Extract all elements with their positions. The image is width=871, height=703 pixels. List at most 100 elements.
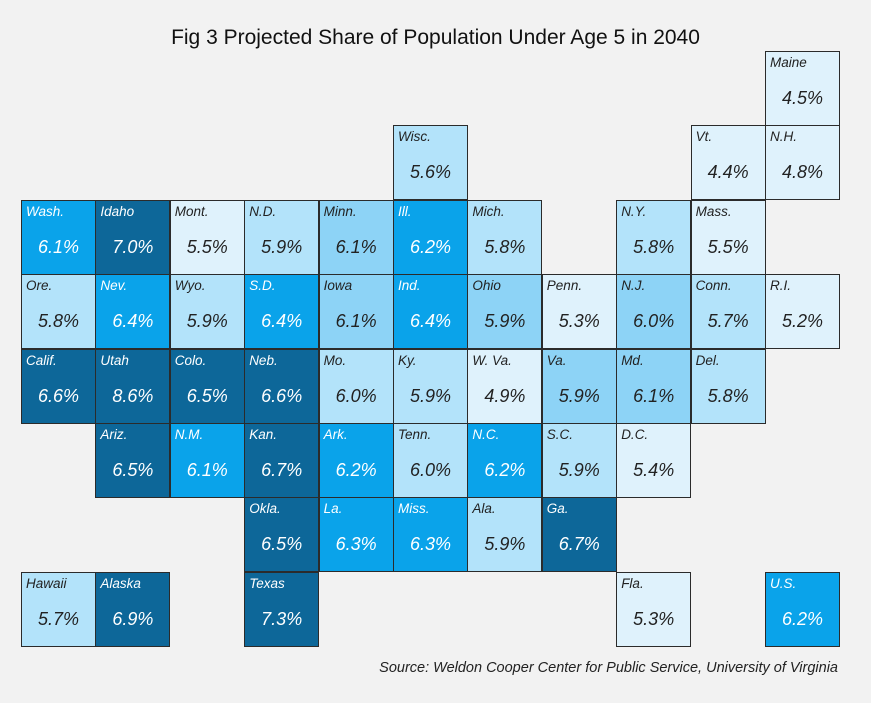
tile-value: 6.0% [335,385,377,406]
tile-value: 6.5% [186,385,228,406]
tile-iowa: Iowa 6.1% [318,274,394,350]
tile-fla: Fla. 5.3% [616,571,692,647]
tile-label: Vt. [695,129,713,145]
tile-label: Ark. [323,427,348,442]
tile-label: S.D. [249,278,276,294]
tile-mich: Mich. 5.8% [467,199,543,275]
tile-value: 6.2% [335,460,377,480]
tile-texas: Texas 7.3% [244,571,320,647]
tile-label: Del. [695,352,720,368]
tile-label: U.S. [770,575,797,591]
tile-label: N.Y. [621,203,647,219]
tile-value: 6.6% [37,385,80,406]
tile-vt: Vt. 4.4% [690,125,766,201]
tile-label: Hawaii [26,575,67,591]
tile-value: 6.0% [409,460,452,480]
tile-la: La. 6.3% [318,497,394,573]
tile-n-h: N.H. 4.8% [765,125,840,201]
tile-value: 5.9% [484,311,526,332]
tile-value: 6.4% [409,311,452,332]
tile-label: Ill. [398,203,412,219]
tile-value: 5.5% [707,236,749,257]
tile-ga: Ga. 6.7% [541,497,617,573]
tile-label: Va. [546,352,567,368]
tile-value: 6.3% [409,534,452,555]
tile-md: Md. 6.1% [616,348,692,424]
tile-ind: Ind. 6.4% [393,274,468,350]
tile-label: Neb. [249,352,278,368]
tile-n-d: N.D. 5.9% [244,199,320,275]
tile-del: Del. 5.8% [690,348,766,424]
tile-alaska: Alaska 6.9% [95,571,171,647]
tile-value: 6.1% [335,311,377,332]
tile-value: 4.4% [707,162,749,183]
tile-maine: Maine 4.5% [765,51,840,126]
tile-value: 5.2% [781,311,824,332]
tile-n-y: N.Y. 5.8% [616,199,692,275]
tile-label: R.I. [770,278,792,294]
tile-value: 5.3% [558,311,600,332]
tile-label: Mich. [472,203,505,219]
tile-label: Wisc. [398,129,431,145]
tile-label: Idaho [100,203,135,219]
tile-value: 6.1% [335,236,377,257]
tile-label: Ga. [546,501,569,517]
tile-ariz: Ariz. 6.5% [95,423,171,498]
tile-label: Utah [100,352,129,368]
tile-penn: Penn. 5.3% [541,274,617,350]
chart-title: Fig 3 Projected Share of Population Unde… [171,26,700,49]
tile-value: 6.5% [261,534,303,555]
tile-value: 6.1% [633,385,675,406]
tile-value: 4.5% [781,88,824,108]
tile-label: N.J. [621,278,646,294]
tile-value: 8.6% [112,385,154,406]
tile-label: Mont. [174,203,209,219]
tile-label: Ala. [472,501,496,517]
tile-value: 5.9% [409,385,452,406]
tile-value: 5.4% [633,460,675,480]
tile-value: 6.5% [112,460,154,480]
tile-ark: Ark. 6.2% [318,423,394,498]
tile-n-j: N.J. 6.0% [616,274,692,350]
tile-value: 6.2% [409,236,452,257]
tile-utah: Utah 8.6% [95,348,171,424]
tile-value: 6.7% [261,460,303,480]
tile-value: 5.9% [186,311,228,332]
tile-label: Md. [621,352,644,368]
tile-label: Wash. [26,203,65,219]
tile-ill: Ill. 6.2% [393,199,468,275]
tile-label: Colo. [174,352,207,368]
tile-label: Mo. [323,352,347,368]
tile-value: 6.4% [112,311,154,332]
tile-label: D.C. [621,427,649,442]
tile-value: 6.6% [261,385,303,406]
tile-label: Calif. [26,352,57,368]
tile-hawaii: Hawaii 5.7% [21,571,96,647]
tile-value: 6.7% [558,534,600,555]
tile-idaho: Idaho 7.0% [95,199,171,275]
tile-value: 4.9% [484,385,526,406]
tile-value: 6.3% [335,534,377,555]
tile-value: 5.9% [558,460,600,480]
tile-value: 5.8% [37,311,80,332]
tile-label: Miss. [398,501,430,517]
tile-label: Ky. [398,352,417,368]
tile-label: Ore. [26,278,53,294]
tile-mont: Mont. 5.5% [169,199,245,275]
tile-label: Mass. [695,203,732,219]
tile-label: Maine [770,55,807,70]
tile-value: 6.9% [112,608,154,629]
tile-n-m: N.M. 6.1% [169,423,245,498]
tile-neb: Neb. 6.6% [244,348,320,424]
tile-value: 6.2% [781,608,824,629]
tile-label: Conn. [695,278,732,294]
tile-label: N.D. [249,203,277,219]
tile-label: Okla. [249,501,281,517]
tile-label: Kan. [249,427,277,442]
tile-ore: Ore. 5.8% [21,274,96,350]
tile-value: 5.9% [484,534,526,555]
tile-conn: Conn. 5.7% [690,274,766,350]
tile-label: Minn. [323,203,357,219]
tile-colo: Colo. 6.5% [169,348,245,424]
